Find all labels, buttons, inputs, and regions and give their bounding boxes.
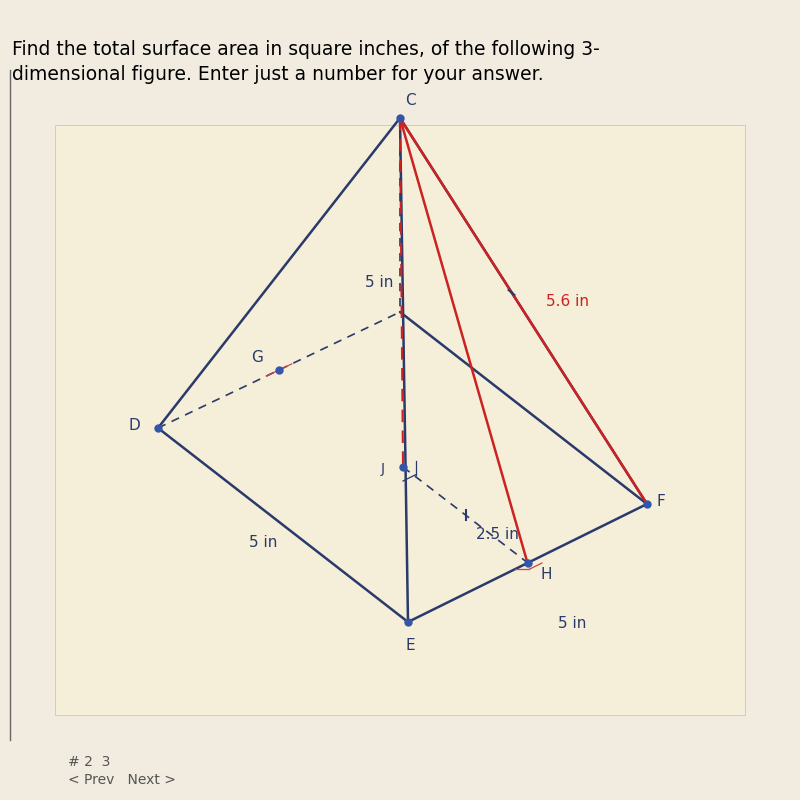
Text: 5 in: 5 in: [365, 275, 394, 290]
Text: < Prev   Next >: < Prev Next >: [68, 773, 176, 787]
FancyBboxPatch shape: [55, 125, 745, 715]
Text: E: E: [405, 638, 415, 653]
Text: Find the total surface area in square inches, of the following 3-: Find the total surface area in square in…: [12, 40, 600, 59]
Text: 2.5 in: 2.5 in: [475, 527, 518, 542]
Text: 5.6 in: 5.6 in: [546, 294, 589, 309]
Text: D: D: [128, 418, 140, 434]
Text: H: H: [540, 567, 551, 582]
Text: 5 in: 5 in: [558, 615, 586, 630]
Text: # 2  3: # 2 3: [68, 755, 110, 769]
Text: 5 in: 5 in: [249, 535, 277, 550]
Text: dimensional figure. Enter just a number for your answer.: dimensional figure. Enter just a number …: [12, 65, 544, 84]
Text: J: J: [381, 462, 385, 476]
Text: G: G: [251, 350, 263, 365]
Text: F: F: [657, 494, 666, 510]
Text: C: C: [405, 93, 416, 108]
